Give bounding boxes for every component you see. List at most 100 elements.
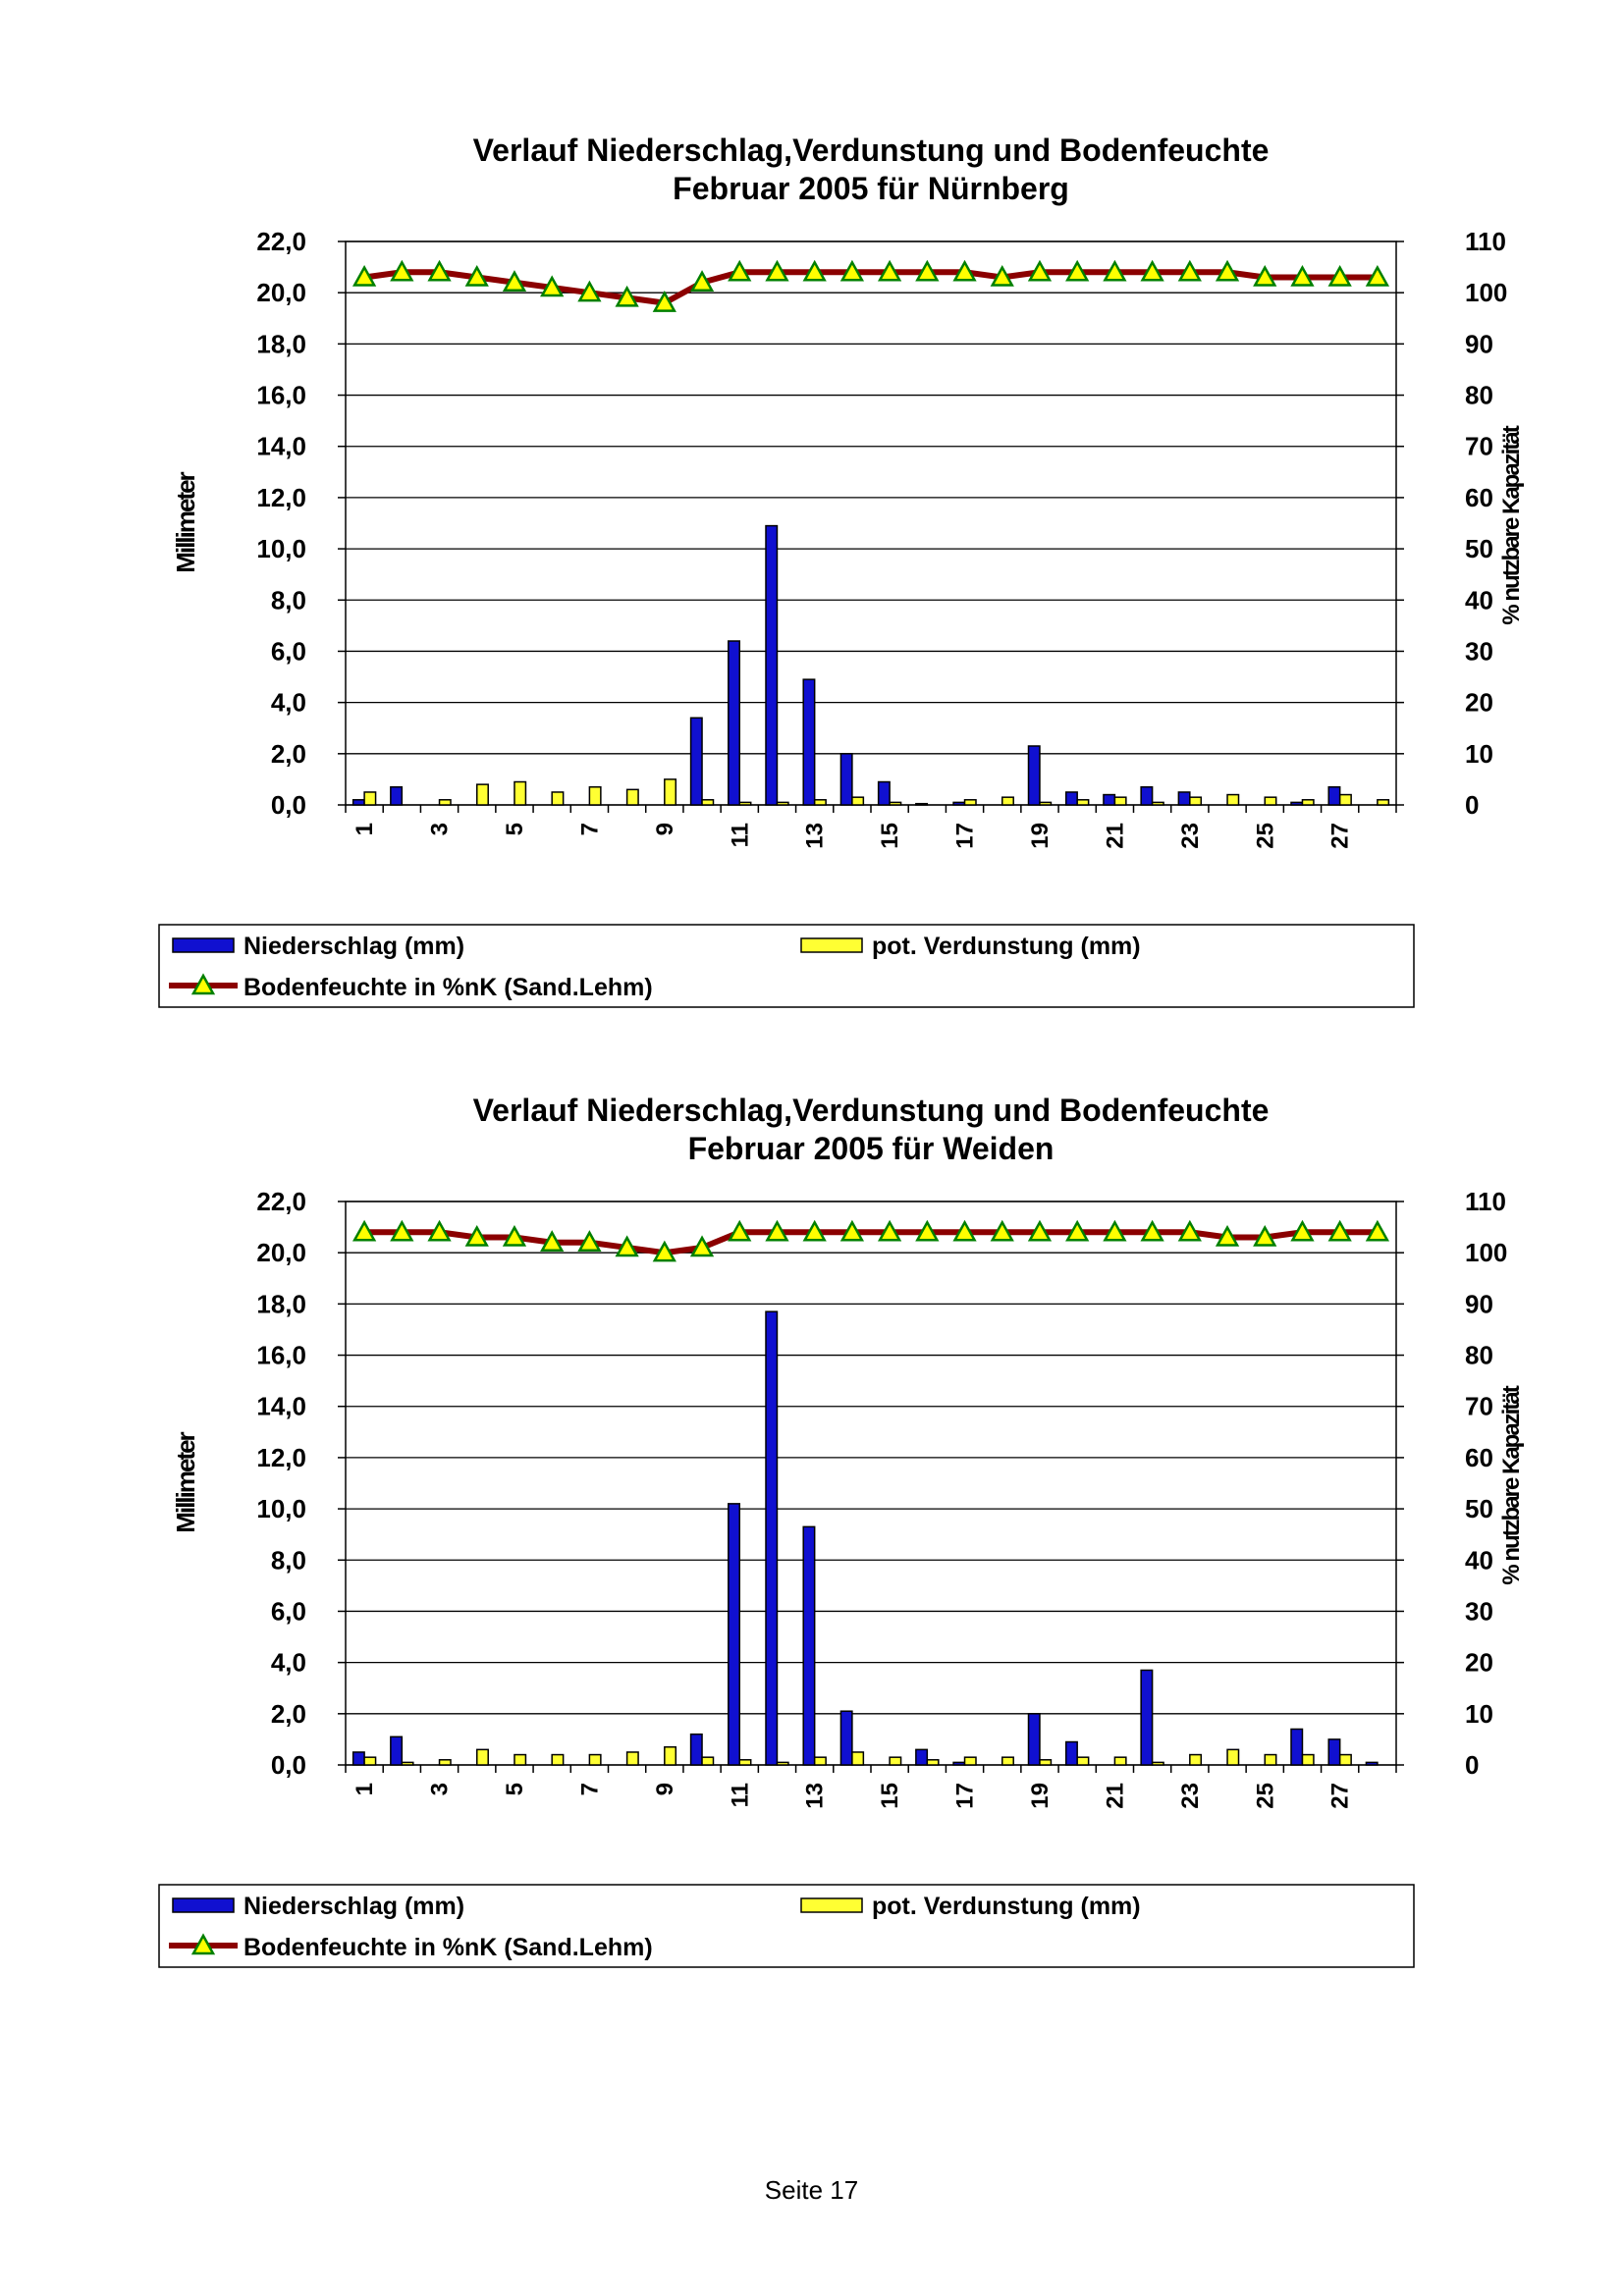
legend-box <box>158 1884 1415 1968</box>
precip-bar <box>802 678 816 806</box>
y-tick-label: 18,0 <box>256 329 306 358</box>
precip-bar <box>765 524 779 806</box>
x-tick-label: 21 <box>1102 823 1128 849</box>
soil-moisture-marker <box>915 259 940 282</box>
soil-moisture-marker <box>1290 1219 1315 1242</box>
y-tick-label: 22,0 <box>256 227 306 256</box>
precip-bar <box>1140 785 1154 806</box>
soil-moisture-marker <box>390 259 414 282</box>
precip-bar <box>390 785 404 806</box>
evap-bar <box>588 1753 602 1766</box>
soil-moisture-marker <box>464 264 489 287</box>
y-tick-label: 20,0 <box>256 1238 306 1267</box>
precip-bar <box>839 753 853 806</box>
evap-bar <box>889 1756 902 1766</box>
soil-moisture-marker <box>1140 259 1164 282</box>
soil-moisture-marker <box>802 1219 827 1242</box>
precip-bar <box>1290 1728 1304 1766</box>
evap-bar <box>551 791 565 806</box>
soil-moisture-marker <box>352 1219 377 1242</box>
y2-tick-label: 60 <box>1465 1443 1493 1472</box>
evap-bar <box>401 1761 414 1766</box>
y-tick-label: 0,0 <box>271 790 306 820</box>
x-tick-label: 19 <box>1027 823 1054 849</box>
evap-bar <box>776 1761 789 1766</box>
precip-bar <box>1064 791 1078 806</box>
x-tick-label: 27 <box>1327 823 1354 849</box>
x-tick-label: 17 <box>952 823 979 849</box>
evap-bar <box>438 1759 452 1766</box>
soil-moisture-marker <box>1103 1219 1127 1242</box>
soil-moisture-marker <box>652 1240 676 1262</box>
x-tick-label: 5 <box>502 1783 528 1795</box>
soil-moisture-marker <box>1177 1219 1202 1242</box>
y-tick-label: 20,0 <box>256 278 306 307</box>
soil-moisture-marker <box>1065 259 1090 282</box>
y2-tick-label: 10 <box>1465 739 1493 769</box>
evap-bar <box>664 1745 677 1766</box>
soil-moisture-marker <box>802 259 827 282</box>
x-tick-label: 15 <box>877 823 903 849</box>
evap-bar <box>701 1756 715 1766</box>
soil-moisture-marker <box>390 1219 414 1242</box>
evap-bar <box>664 778 677 806</box>
precip-bar <box>689 717 703 806</box>
soil-moisture-marker <box>577 280 602 302</box>
soil-moisture-marker <box>352 264 377 287</box>
evap-bar <box>1301 1753 1315 1766</box>
precip-bar <box>1365 1761 1379 1766</box>
legend-evap-label: pot. Verdunstung (mm) <box>872 933 1141 960</box>
y-tick-label: 16,0 <box>256 1341 306 1370</box>
legend-soil-label: Bodenfeuchte in %nK (Sand.Lehm) <box>243 974 653 1001</box>
chart-subtitle: Februar 2005 für Weiden <box>688 1131 1055 1166</box>
precip-bar <box>1327 1738 1341 1766</box>
soil-moisture-marker <box>427 1219 452 1242</box>
y2-axis-label: % nutzbare Kapazität <box>1498 1385 1525 1584</box>
evap-bar <box>1264 796 1277 806</box>
soil-moisture-marker <box>1365 1219 1390 1242</box>
soil-moisture-marker <box>652 291 676 312</box>
y2-tick-label: 10 <box>1465 1699 1493 1729</box>
y-tick-label: 14,0 <box>256 1392 306 1421</box>
evap-bar <box>1076 1756 1090 1766</box>
soil-moisture-marker <box>540 1230 565 1252</box>
evap-bar <box>476 1748 489 1766</box>
x-tick-label: 5 <box>502 823 528 835</box>
y-tick-label: 2,0 <box>271 1699 306 1729</box>
soil-moisture-marker <box>1290 264 1315 287</box>
y-tick-label: 18,0 <box>256 1289 306 1318</box>
precip-bar <box>839 1710 853 1766</box>
y2-tick-label: 80 <box>1465 381 1493 410</box>
x-tick-label: 13 <box>802 1783 829 1809</box>
x-tick-label: 7 <box>576 823 603 835</box>
x-tick-label: 13 <box>802 823 829 849</box>
evap-bar <box>776 801 789 806</box>
x-tick-label: 9 <box>652 1783 678 1795</box>
evap-bar <box>1001 1756 1014 1766</box>
y2-tick-label: 100 <box>1465 1238 1507 1267</box>
soil-moisture-marker <box>689 270 715 292</box>
y2-tick-label: 80 <box>1465 1341 1493 1370</box>
soil-moisture-marker <box>839 1219 865 1242</box>
evap-bar <box>701 799 715 806</box>
evap-bar <box>738 1759 752 1766</box>
y2-tick-label: 110 <box>1465 1187 1506 1216</box>
y2-tick-label: 70 <box>1465 1392 1493 1421</box>
soil-moisture-marker <box>1027 259 1053 282</box>
soil-moisture-marker <box>728 259 752 282</box>
y-tick-label: 6,0 <box>271 636 306 666</box>
soil-moisture-marker <box>1215 259 1240 282</box>
evap-bar <box>588 785 602 806</box>
soil-moisture-marker <box>1177 259 1202 282</box>
evap-bar <box>1076 799 1090 806</box>
soil-moisture-marker <box>728 1219 752 1242</box>
x-tick-label: 11 <box>727 823 753 847</box>
y-tick-label: 22,0 <box>256 1187 306 1216</box>
y-tick-label: 0,0 <box>271 1750 306 1780</box>
soil-moisture-marker <box>1253 264 1277 287</box>
evap-bar <box>1377 799 1390 806</box>
evap-bar <box>438 799 452 806</box>
y-axis-label: Millimeter <box>171 1431 200 1532</box>
x-tick-label: 7 <box>576 1783 603 1795</box>
y2-tick-label: 20 <box>1465 1648 1493 1678</box>
